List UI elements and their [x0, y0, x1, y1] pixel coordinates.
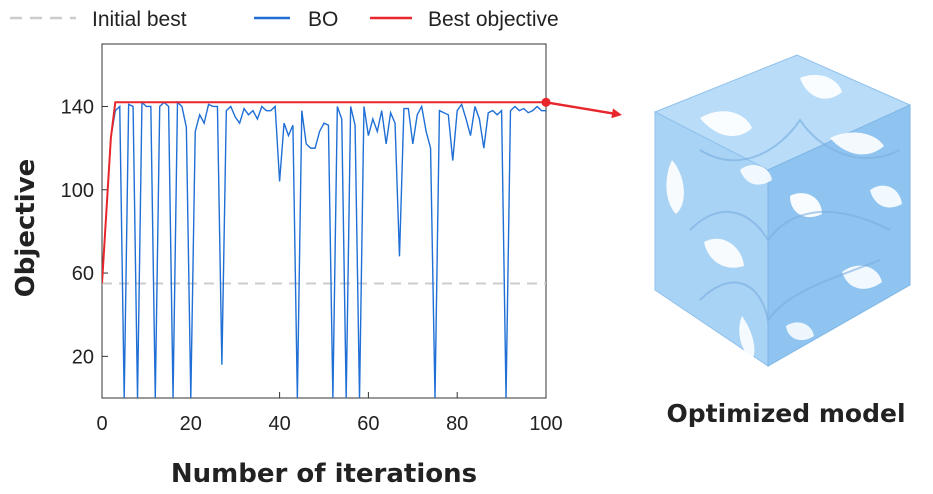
model-pore: [704, 238, 744, 268]
x-axis-title: Number of iterations: [171, 459, 477, 489]
model-pore: [790, 193, 822, 218]
x-tick-label: 20: [180, 413, 202, 435]
model-pore: [666, 160, 684, 214]
x-tick-label: 80: [446, 413, 468, 435]
model-surface-shading: [699, 259, 881, 323]
model-pore: [800, 74, 842, 99]
x-tick-label: 0: [96, 413, 107, 435]
y-tick-label: 20: [72, 346, 94, 368]
y-tick-label: 60: [72, 263, 94, 285]
legend-label-bo: BO: [308, 8, 338, 31]
plot-area: [101, 43, 547, 399]
axis-tick-labels: 0 20 40 60 80 100 20 60 100 140: [61, 96, 563, 435]
legend-label-best-objective: Best objective: [428, 8, 559, 31]
model-pore: [740, 165, 772, 185]
series-best-objective-line: [102, 101, 546, 284]
legend-entry-initial-best: Initial best: [10, 8, 187, 31]
legend-entry-best-objective: Best objective: [370, 8, 559, 31]
model-caption: Optimized model: [666, 399, 905, 428]
x-tick-label: 60: [357, 413, 379, 435]
series-bo-line: [102, 100, 546, 398]
model-pore: [700, 111, 752, 137]
x-tick-label: 100: [529, 413, 562, 435]
model-pore: [830, 132, 884, 155]
legend-entry-bo: BO: [254, 8, 338, 31]
plot-series: [102, 100, 546, 398]
legend: Initial best BO Best objective: [10, 8, 559, 31]
x-tick-label: 40: [268, 413, 290, 435]
model-pore: [870, 185, 902, 208]
arrow-to-model: [545, 101, 622, 119]
y-axis-title: Objective: [11, 159, 41, 298]
model-surface-shading: [689, 210, 891, 242]
optimized-model-illustration: [653, 54, 912, 367]
legend-label-initial-best: Initial best: [92, 8, 187, 31]
model-pore: [739, 316, 755, 360]
cube-right-face: [767, 104, 911, 367]
y-tick-label: 140: [61, 96, 94, 118]
model-surface-shading: [699, 118, 901, 162]
y-tick-label: 100: [61, 180, 94, 202]
model-pore: [786, 322, 814, 341]
